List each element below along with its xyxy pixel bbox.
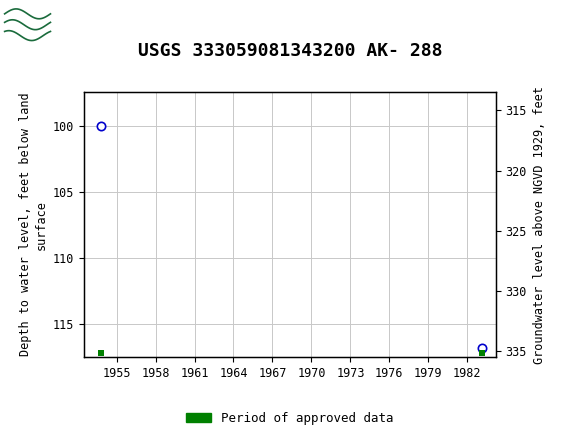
Y-axis label: Depth to water level, feet below land
surface: Depth to water level, feet below land su… (20, 93, 48, 356)
Text: USGS 333059081343200 AK- 288: USGS 333059081343200 AK- 288 (138, 42, 442, 60)
Y-axis label: Groundwater level above NGVD 1929, feet: Groundwater level above NGVD 1929, feet (532, 86, 546, 364)
Text: USGS: USGS (58, 15, 122, 35)
Bar (3, 4, 52, 46)
Legend: Period of approved data: Period of approved data (181, 407, 399, 430)
